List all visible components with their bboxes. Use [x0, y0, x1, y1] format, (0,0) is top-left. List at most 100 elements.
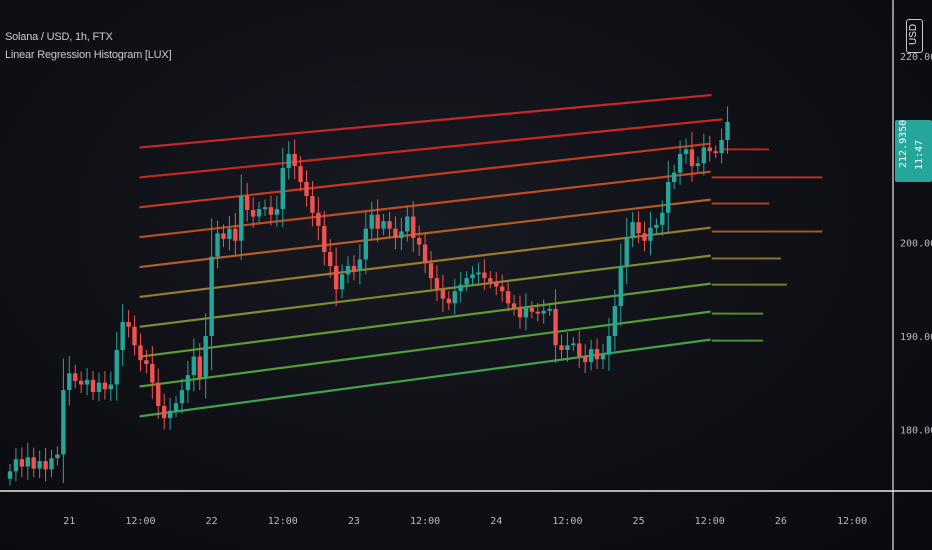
candle-body [535, 311, 540, 314]
candle-18 [114, 332, 119, 401]
candle-99 [594, 338, 600, 369]
candle-115 [689, 132, 695, 182]
candle-71 [428, 251, 434, 290]
candle-body [499, 286, 505, 292]
candle-body [179, 390, 185, 404]
candle-body [416, 238, 422, 245]
candle-21 [132, 315, 137, 356]
candle-39 [239, 174, 244, 261]
candle-body [156, 382, 161, 406]
candle-5 [37, 450, 42, 479]
candle-40 [245, 183, 250, 222]
candle-body [654, 224, 659, 228]
candle-117 [701, 133, 707, 176]
candle-body [369, 214, 374, 229]
candle-body [256, 209, 262, 217]
candle-103 [618, 243, 623, 326]
candle-body [239, 196, 244, 241]
candle-body [719, 140, 724, 154]
candle-83 [499, 274, 505, 302]
candle-72 [434, 265, 440, 302]
candle-body [458, 284, 463, 292]
candle-body [19, 459, 25, 467]
candle-100 [600, 343, 606, 370]
candle-2 [19, 447, 25, 478]
candle-body [422, 244, 428, 264]
candle-body [606, 336, 612, 355]
candle-body [565, 345, 570, 350]
time-tick-label: 25 [633, 516, 645, 527]
candle-79 [476, 262, 481, 284]
regression-line-8 [139, 282, 711, 358]
candle-body [452, 291, 457, 304]
candle-body [161, 406, 167, 419]
candle-86 [517, 295, 523, 329]
candle-108 [648, 211, 653, 256]
candle-body [571, 343, 576, 346]
candle-35 [215, 220, 220, 269]
candle-8 [55, 446, 60, 466]
candle-81 [488, 271, 493, 289]
candle-body [191, 356, 197, 376]
candle-60 [363, 212, 368, 275]
candle-body [25, 457, 30, 467]
candle-24 [150, 346, 155, 399]
candle-body [434, 278, 440, 290]
regression-line-10 [139, 338, 711, 418]
candle-104 [624, 217, 629, 285]
candle-body [399, 231, 404, 238]
candle-body [387, 221, 392, 229]
candle-92 [553, 289, 558, 364]
candle-16 [102, 371, 108, 400]
candle-31 [191, 338, 197, 392]
candle-59 [357, 244, 363, 285]
candle-body [476, 272, 481, 275]
regression-line-9 [139, 310, 711, 388]
candle-63 [381, 213, 386, 236]
candle-87 [523, 293, 529, 331]
candle-body [666, 182, 671, 213]
candle-body [102, 382, 108, 390]
candle-65 [393, 216, 398, 250]
candle-body [67, 373, 72, 391]
candle-34 [209, 218, 214, 371]
candle-body [648, 227, 653, 241]
candle-33 [203, 313, 208, 399]
candle-112 [671, 164, 677, 190]
candle-body [553, 308, 558, 346]
indicator-title[interactable]: Linear Regression Histogram [LUX] [5, 49, 172, 61]
candle-body [725, 121, 730, 140]
candle-107 [642, 221, 647, 252]
candle-68 [411, 200, 416, 252]
candle-64 [387, 211, 392, 238]
candle-116 [695, 156, 701, 173]
candle-48 [292, 139, 297, 180]
regression-line-1 [139, 94, 711, 149]
price-tick-label: 190.0000 [900, 332, 932, 343]
candle-body [43, 461, 48, 470]
candle-body [268, 207, 274, 215]
price-tick-label: 200.0000 [900, 239, 932, 250]
candle-28 [173, 395, 179, 418]
candle-body [55, 454, 60, 459]
candle-97 [583, 344, 588, 374]
candle-body [393, 228, 398, 238]
currency-button[interactable]: USD [906, 19, 923, 53]
candle-body [233, 228, 238, 241]
candle-57 [345, 256, 351, 284]
candle-body [167, 410, 173, 419]
symbol-title[interactable]: Solana / USD, 1h, FTX [5, 31, 113, 43]
candle-body [245, 196, 250, 210]
candle-body [411, 216, 416, 238]
candle-105 [630, 211, 635, 248]
candle-body [713, 151, 718, 154]
candle-49 [298, 155, 303, 192]
regression-line-2 [139, 118, 723, 179]
candle-body [583, 356, 588, 363]
candle-91 [547, 303, 552, 316]
candle-body [428, 263, 434, 279]
candle-body [381, 221, 386, 229]
candle-109 [654, 218, 659, 234]
candle-106 [636, 211, 641, 244]
